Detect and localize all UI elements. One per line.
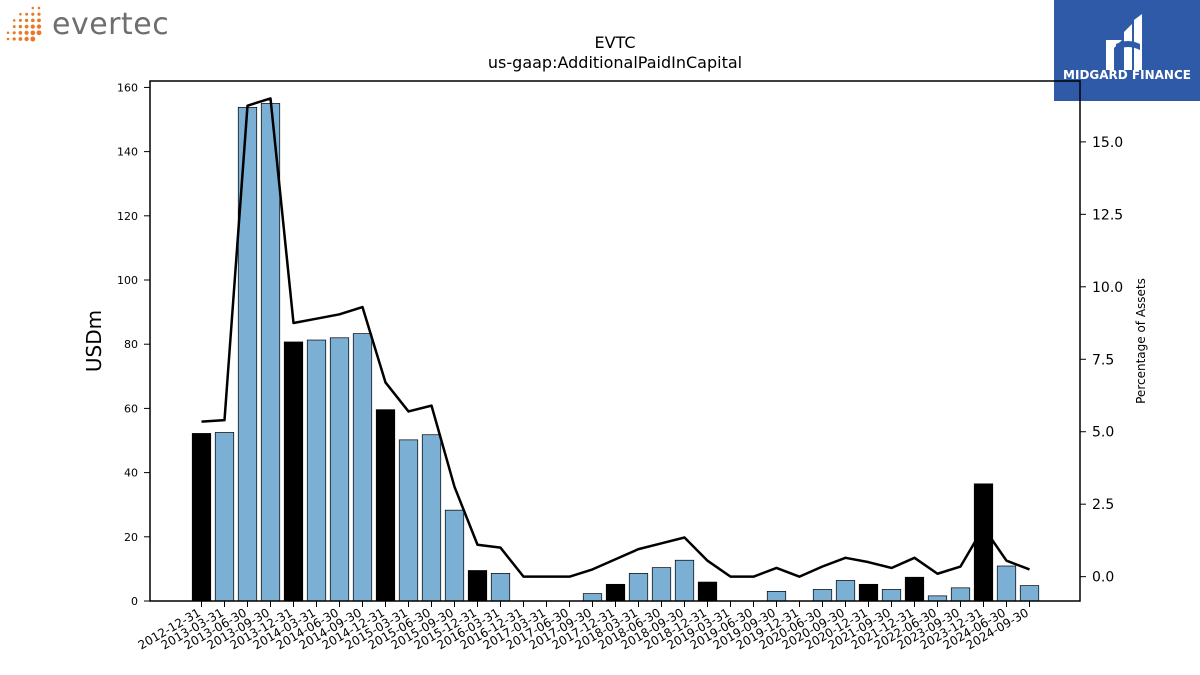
bar-2015-06-30 [421,434,442,602]
logo-dot [37,12,41,16]
logo-dot [12,31,16,35]
logo-dot [30,18,35,23]
chart-subtitle: us-gaap:AdditionalPaidInCapital [488,53,742,72]
y2-axis-label: Percentage of Assets [1134,278,1148,404]
y2-tick-label: 10.0 [1092,280,1123,296]
bar-2023-12-31 [973,483,994,602]
bar-2021-09-30 [881,589,902,602]
y2-tick-label: 0.0 [1092,570,1114,586]
y2-tick-label: 15.0 [1092,135,1123,151]
logo-dot [6,37,10,41]
logo-dot [18,18,22,22]
logo-dot [12,19,16,22]
evertec-logo: evertec [4,4,169,44]
logo-dot [18,37,23,41]
logo-dot [24,36,29,42]
bar-2016-03-31 [490,573,511,602]
logo-dot [31,12,35,16]
bar-2018-12-31 [697,581,718,602]
bar-2013-03-31 [214,432,235,602]
percentage-line [201,97,1030,578]
bar-2014-12-31 [375,409,396,602]
logo-dot [24,30,29,35]
logo-dot [30,30,36,36]
bar-2014-03-31 [306,339,327,602]
y-tick-label: 80 [124,338,138,351]
bar-2018-06-30 [651,567,672,602]
bar-2015-03-31 [398,439,419,602]
logo-dot [18,24,23,29]
y2-tick-label: 12.5 [1092,207,1123,223]
bar-2020-12-31 [858,583,879,602]
bar-2015-12-31 [467,570,488,602]
logo-dot [6,31,10,35]
bar-2013-12-31 [283,341,304,602]
evertec-dots-icon [6,6,42,42]
y-tick-label: 20 [124,531,138,544]
logo-dot [30,36,36,42]
bar-2014-09-30 [352,333,373,602]
evertec-logo-text: evertec [52,6,170,42]
bar-2020-06-30 [812,589,833,602]
bar-2018-03-31 [628,573,649,602]
logo-dot [31,6,35,10]
y-tick-label: 160 [117,81,138,94]
bar-2015-09-30 [444,509,465,602]
logo-dot [37,18,41,23]
y-axis-label: USDm [82,310,106,372]
y-tick-label: 140 [117,146,138,159]
y-tick-label: 100 [117,274,138,287]
y-tick-label: 120 [117,210,138,223]
logo-dot [37,6,41,10]
bar-2014-06-30 [329,337,350,602]
bar-2017-09-30 [582,593,603,602]
logo-dot [19,12,22,16]
logo-dot [18,30,23,35]
logo-dot [24,24,29,29]
y2-tick-label: 5.0 [1092,425,1114,441]
bar-2021-12-31 [904,576,925,602]
y-tick-label: 0 [131,595,138,608]
bar-2019-09-30 [766,591,787,602]
bar-2023-09-30 [950,587,971,602]
y2-tick-label: 7.5 [1092,352,1114,368]
plot-frame [149,80,1081,602]
logo-dot [30,24,35,29]
bar-2018-09-30 [674,559,695,602]
bar-2024-06-30 [996,565,1017,602]
bar-2017-12-31 [605,583,626,602]
y-tick-label: 60 [124,402,138,415]
bar-2013-09-30 [260,103,281,602]
midgard-emblem-icon [1106,14,1142,70]
logo-dot [12,25,16,29]
logo-dot [36,24,42,29]
logo-dot [24,18,29,23]
y2-tick-label: 2.5 [1092,497,1114,513]
midgard-logo-text: MIDGARD FINANCE [1063,68,1191,82]
plot-area: 0 20 40 60 80 100 120 140 160 0.0 2.5 5.0 7.5 10.0 12.… [117,81,1123,652]
logo-dot [36,30,42,36]
bar-2024-09-30 [1019,585,1040,602]
bar-2012-12-31 [191,433,212,602]
logo-dot [12,37,16,41]
bar-2020-09-30 [835,580,856,602]
y-tick-label: 40 [124,467,138,480]
logo-dot [25,12,29,16]
bar-2022-06-30 [927,595,948,602]
chart-title: EVTC [594,33,635,52]
midgard-finance-logo: MIDGARD FINANCE [1054,0,1200,101]
